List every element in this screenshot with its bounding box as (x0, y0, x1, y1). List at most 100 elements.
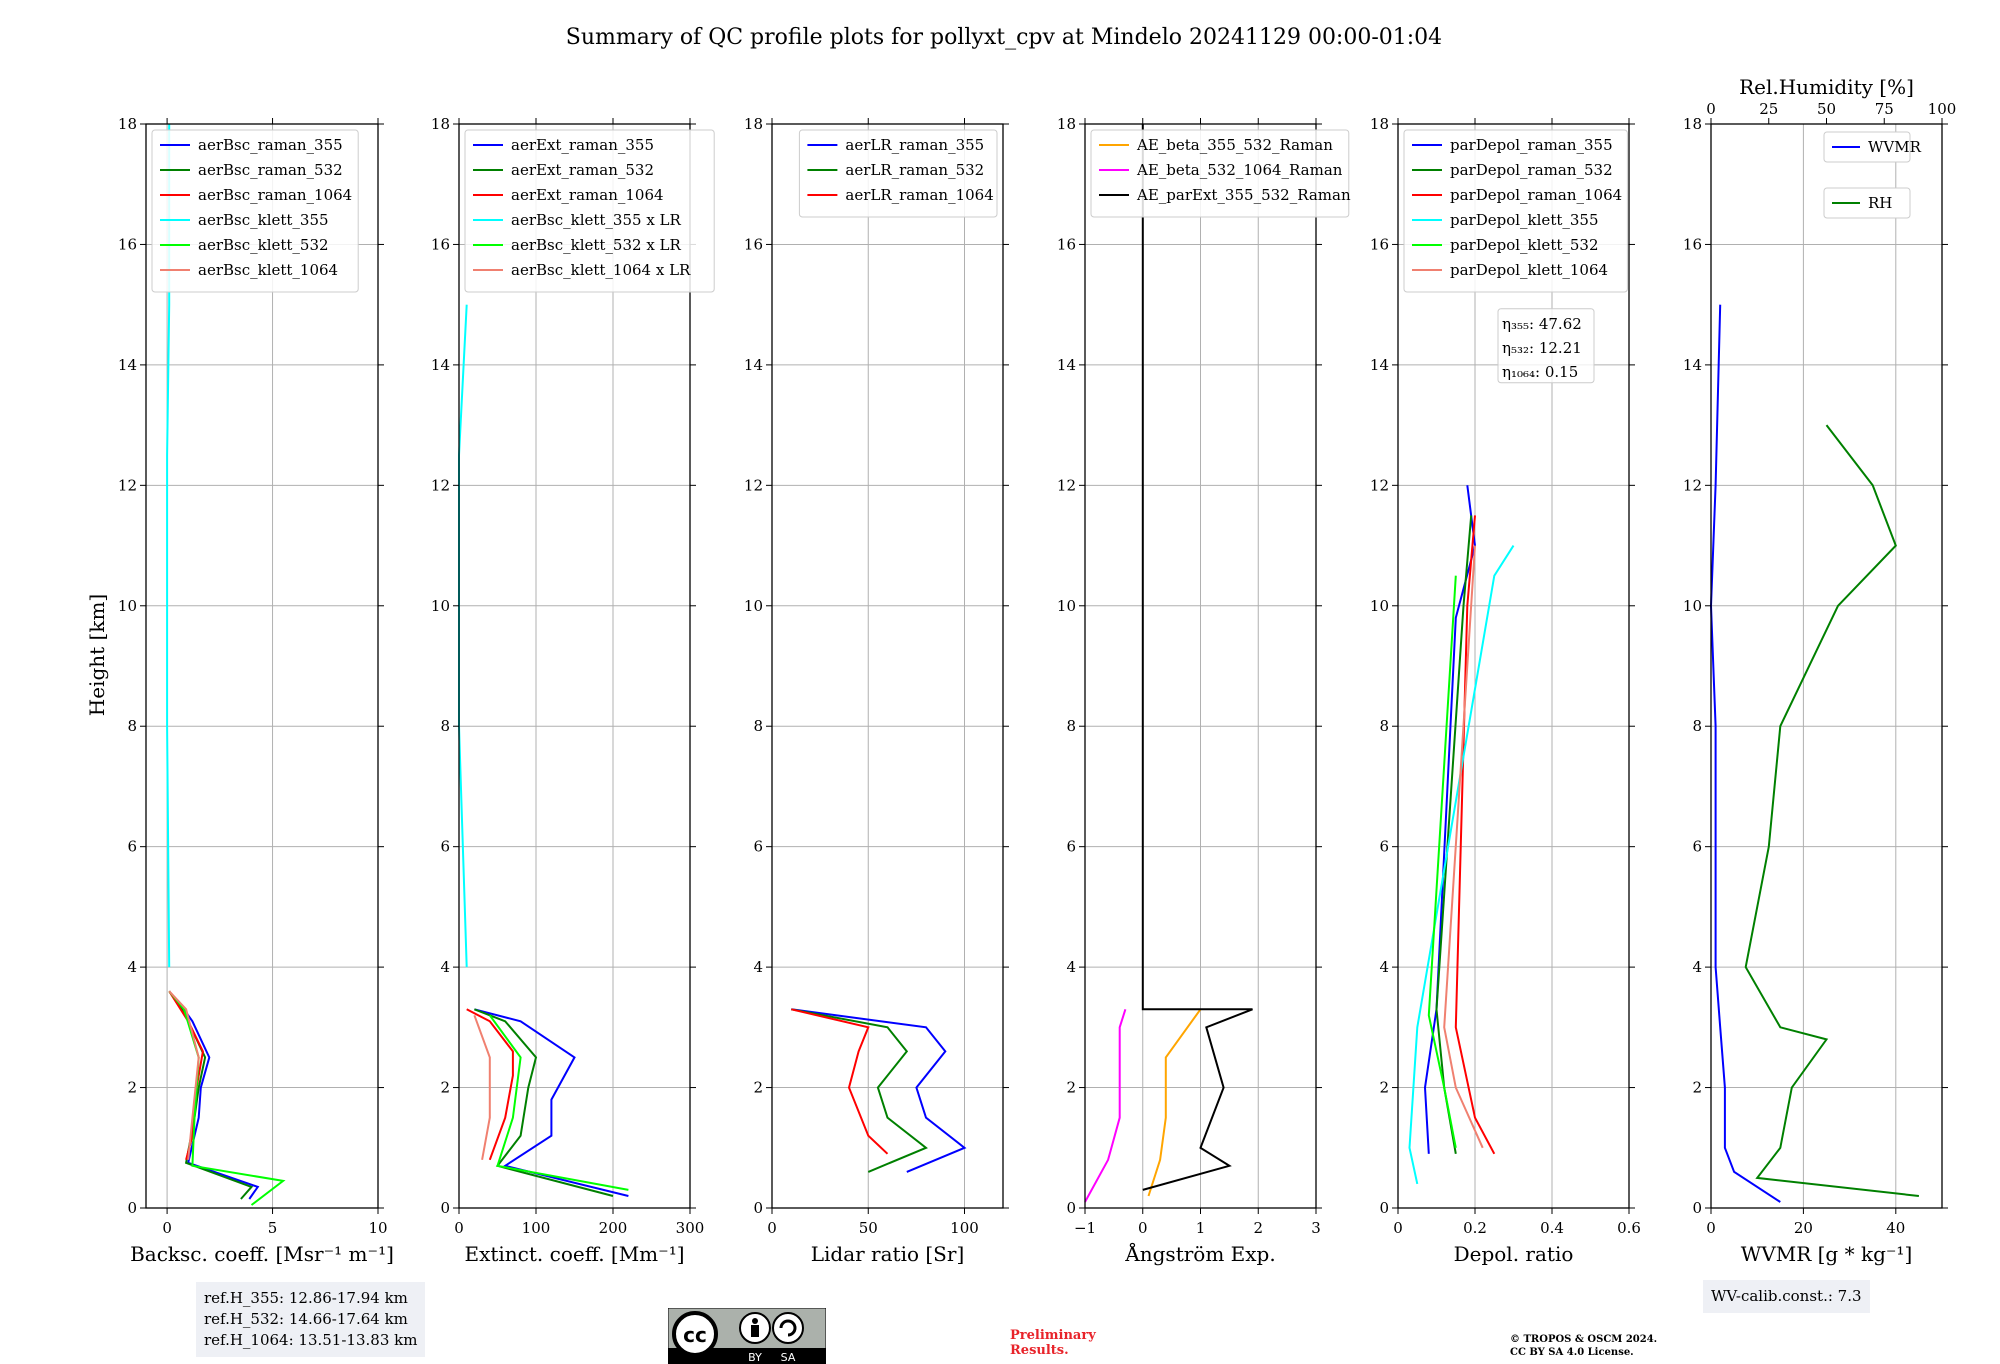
y-tick-label: 14 (431, 356, 450, 374)
top-x-tick-label: 75 (1875, 100, 1894, 118)
y-tick-label: 0 (753, 1199, 763, 1217)
y-tick-label: 6 (127, 838, 137, 856)
x-tick-label: 0.6 (1617, 1219, 1641, 1237)
series-line-aerBsc_klett_532 x LR (488, 1014, 629, 1191)
y-tick-label: 14 (118, 356, 137, 374)
y-tick-label: 18 (744, 115, 763, 133)
y-tick-label: 8 (753, 717, 763, 735)
y-tick-label: 8 (127, 717, 137, 735)
cc-sa-label: SA (781, 1351, 796, 1364)
legend-entry: aerBsc_klett_1064 (198, 261, 338, 279)
y-tick-label: 12 (118, 476, 137, 494)
y-tick-label: 16 (1057, 235, 1076, 253)
y-tick-label: 8 (1692, 717, 1702, 735)
legend-entry: parDepol_raman_1064 (1450, 186, 1622, 204)
y-tick-label: 14 (1683, 356, 1702, 374)
legend-entry: aerBsc_raman_355 (198, 136, 343, 154)
x-axis-label: Lidar ratio [Sr] (811, 1242, 965, 1266)
axes-frame (145, 123, 379, 1209)
y-tick-label: 2 (1066, 1079, 1076, 1097)
series-line-aerBsc_klett_1064 (168, 990, 200, 1160)
legend-entry: aerExt_raman_1064 (511, 186, 664, 204)
x-axis-label: Extinct. coeff. [Mm⁻¹] (464, 1242, 684, 1266)
y-tick-label: 12 (744, 476, 763, 494)
y-tick-label: 2 (753, 1079, 763, 1097)
panel-3: 0 50 100 0 2 4 6 8 10 12 14 16 18 Lidar ratio [Sr] aer… (744, 115, 1009, 1266)
y-tick-label: 2 (1379, 1079, 1389, 1097)
x-tick-label: −1 (1074, 1219, 1096, 1237)
y-tick-label: 0 (1692, 1199, 1702, 1217)
y-tick-label: 14 (1057, 356, 1076, 374)
legend-entry: aerExt_raman_532 (511, 161, 654, 179)
ref-height-355: ref.H_355: 12.86-17.94 km (204, 1289, 408, 1307)
x-tick-label: 20 (1794, 1219, 1813, 1237)
legend-entry: aerBsc_klett_532 (198, 236, 329, 254)
y-tick-label: 4 (1692, 958, 1702, 976)
eta-value: η₁₀₆₄: 0.15 (1502, 363, 1578, 381)
y-tick-label: 0 (127, 1199, 137, 1217)
eta-box (1497, 308, 1595, 384)
x-tick-label: 0 (454, 1219, 464, 1237)
y-tick-label: 14 (744, 356, 763, 374)
axes-frame (771, 123, 1004, 1209)
series-line-parDepol_klett_1064 (1443, 545, 1484, 1149)
legend-entry: aerLR_raman_355 (845, 136, 984, 154)
y-tick-label: 18 (1057, 115, 1076, 133)
y-axis-label: Height [km] (85, 594, 109, 716)
y-tick-label: 18 (1370, 115, 1389, 133)
y-tick-label: 10 (1370, 597, 1389, 615)
series-line-aerExt_raman_1064 (466, 1008, 514, 1161)
legend-entry: parDepol_klett_355 (1450, 211, 1599, 229)
series-line-AE_parExt_355_532_Raman (1141, 124, 1253, 1191)
reference-height-box: ref.H_355: 12.86-17.94 km ref.H_532: 14.… (196, 1282, 426, 1357)
wv-calibration-const: WV-calib.const.: 7.3 (1711, 1287, 1862, 1305)
legend-box (798, 129, 998, 218)
series-line-aerLR_raman_1064 (791, 1008, 889, 1155)
y-tick-label: 16 (118, 235, 137, 253)
axes-frame (458, 123, 691, 1209)
x-tick-label: 0 (162, 1219, 172, 1237)
axes-frame (1710, 123, 1943, 1209)
y-tick-label: 18 (431, 115, 450, 133)
series-line-parDepol_raman_1064 (1454, 515, 1496, 1155)
legend-box (1823, 187, 1911, 219)
panel-1: 0 5 10 0 2 4 6 8 10 12 14 16 18 Backsc. coeff. [Msr⁻¹… (118, 115, 394, 1266)
share-alike-icon (772, 1312, 804, 1344)
y-tick-label: 6 (1692, 838, 1702, 856)
y-tick-label: 2 (440, 1079, 450, 1097)
y-tick-label: 6 (753, 838, 763, 856)
legend-entry: aerBsc_raman_532 (198, 161, 343, 179)
x-tick-label: 300 (676, 1219, 705, 1237)
series-line-aerBsc_raman_355 (168, 990, 260, 1200)
preliminary-line-2: Results. (1010, 1343, 1069, 1358)
preliminary-line-1: Preliminary (1010, 1328, 1096, 1343)
y-tick-label: 8 (440, 717, 450, 735)
x-tick-label: 0 (1138, 1219, 1148, 1237)
y-tick-label: 10 (431, 597, 450, 615)
legend-box (151, 129, 359, 293)
y-tick-label: 16 (1370, 235, 1389, 253)
legend-entry: AE_beta_532_1064_Raman (1136, 161, 1343, 179)
y-tick-label: 18 (1683, 115, 1702, 133)
x-axis-label: WVMR [g * kg⁻¹] (1741, 1242, 1913, 1266)
series-line-RH (1744, 424, 1920, 1197)
y-tick-label: 6 (440, 838, 450, 856)
legend-entry: RH (1868, 194, 1892, 212)
cc-by-label: BY (748, 1351, 762, 1364)
legend-entry: aerBsc_klett_532 x LR (511, 236, 682, 254)
legend-entry: aerBsc_raman_1064 (198, 186, 352, 204)
y-tick-label: 12 (1683, 476, 1702, 494)
y-tick-label: 8 (1379, 717, 1389, 735)
x-tick-label: 50 (859, 1219, 878, 1237)
panel-5: 0 0.2 0.4 0.6 0 2 4 6 8 10 12 14 16 18 Depol. ratio par… (1370, 115, 1641, 1266)
ref-height-1064: ref.H_1064: 13.51-13.83 km (204, 1331, 418, 1349)
y-tick-label: 16 (1683, 235, 1702, 253)
y-tick-label: 12 (1057, 476, 1076, 494)
series-line-aerBsc_klett_1064 x LR (473, 1014, 491, 1160)
y-tick-label: 6 (1066, 838, 1076, 856)
legend-entry: aerExt_raman_355 (511, 136, 654, 154)
y-tick-label: 12 (1370, 476, 1389, 494)
x-tick-label: 3 (1311, 1219, 1321, 1237)
legend-box (1090, 129, 1350, 218)
x-tick-label: 0 (1393, 1219, 1403, 1237)
